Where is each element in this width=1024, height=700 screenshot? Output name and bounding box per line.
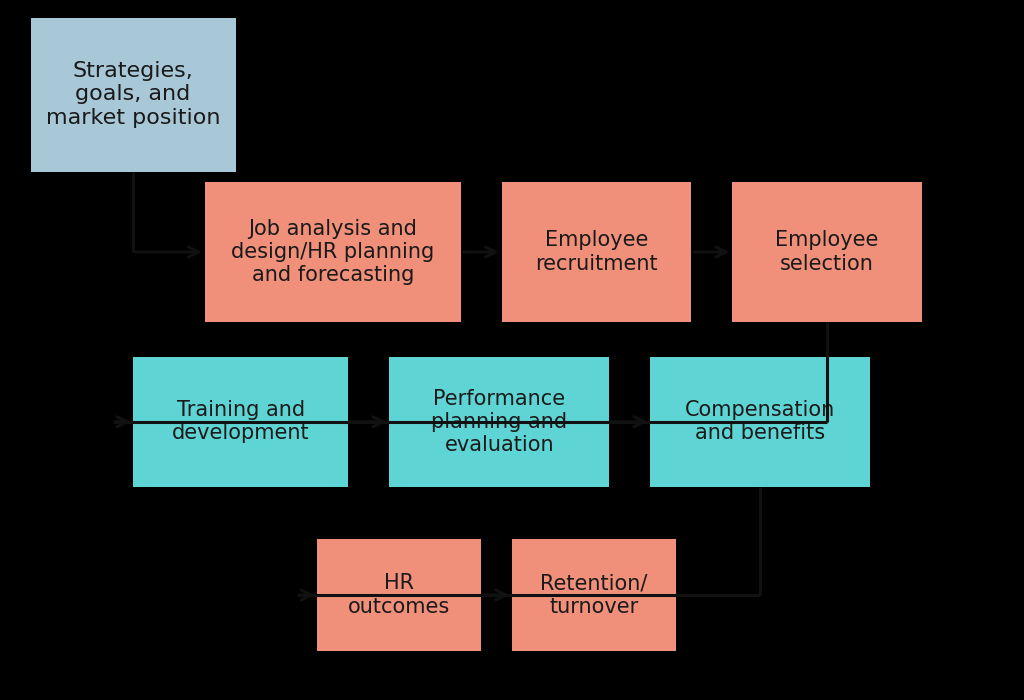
FancyBboxPatch shape: [317, 539, 481, 651]
FancyBboxPatch shape: [205, 182, 461, 322]
Text: Compensation
and benefits: Compensation and benefits: [685, 400, 836, 443]
FancyBboxPatch shape: [31, 18, 236, 172]
FancyBboxPatch shape: [502, 182, 691, 322]
FancyBboxPatch shape: [650, 357, 870, 486]
FancyBboxPatch shape: [133, 357, 348, 486]
Text: Training and
development: Training and development: [172, 400, 309, 443]
Text: Employee
selection: Employee selection: [775, 230, 879, 274]
FancyBboxPatch shape: [732, 182, 922, 322]
Text: Job analysis and
design/HR planning
and forecasting: Job analysis and design/HR planning and …: [231, 219, 434, 285]
FancyBboxPatch shape: [389, 357, 609, 486]
Text: Employee
recruitment: Employee recruitment: [536, 230, 657, 274]
Text: Strategies,
goals, and
market position: Strategies, goals, and market position: [46, 62, 220, 127]
Text: Performance
planning and
evaluation: Performance planning and evaluation: [431, 389, 567, 455]
Text: HR
outcomes: HR outcomes: [348, 573, 451, 617]
Text: Retention/
turnover: Retention/ turnover: [541, 573, 647, 617]
FancyBboxPatch shape: [512, 539, 676, 651]
